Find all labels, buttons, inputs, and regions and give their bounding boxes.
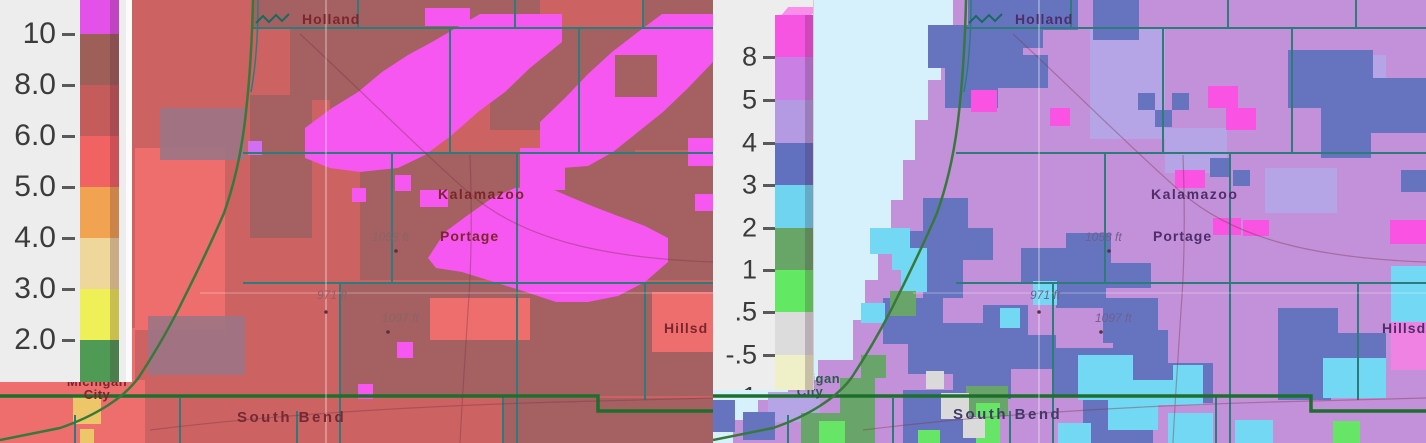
tick-label: 4: [741, 127, 757, 158]
tick-label: 8: [741, 41, 757, 72]
colorbar-segment: [80, 187, 119, 238]
city-label-hillsdale: Hillsd: [664, 320, 709, 336]
cyan-patches: [861, 228, 1426, 443]
city-label-holland: Holland: [1015, 11, 1074, 27]
colorbar-segment: [775, 185, 813, 228]
tick-mark: [62, 237, 75, 240]
colorbar-segment: [80, 136, 119, 187]
colorbar-3d-shade: [805, 15, 813, 390]
tick-label: .5: [734, 296, 757, 327]
tick-label: 5.0: [14, 170, 56, 203]
tick-mark: [62, 339, 75, 342]
tick-label: 1: [741, 254, 757, 285]
tick-label: 3.0: [14, 272, 56, 305]
tick-label: 4.0: [14, 221, 56, 254]
city-label-portage: Portage: [1153, 228, 1213, 244]
yellow-patches: [73, 397, 101, 443]
city-label-hillsdale: Hillsd: [1382, 320, 1426, 336]
gray-patches: [926, 371, 985, 438]
tick-mark: [763, 269, 775, 272]
dark-hole-patch: [615, 55, 657, 97]
city-label-south-bend: South Bend: [953, 406, 1063, 423]
elevation-label-1058: 1058 ft: [372, 230, 409, 244]
tick-mark: [62, 288, 75, 291]
tick-mark: [62, 186, 75, 189]
colorbar: [80, 0, 119, 382]
tick-label: 2: [741, 212, 757, 243]
elevation-label-971: 971 ft: [1030, 288, 1061, 302]
slate-blue-patches: [713, 0, 1426, 443]
colorbar-segment: [775, 270, 813, 312]
city-label-holland: Holland: [302, 11, 361, 27]
colorbar-segment: [775, 15, 813, 57]
colorbar-segment: [80, 238, 119, 289]
city-label-south-bend: South Bend: [237, 409, 347, 426]
elevation-label-1097: 1097 ft: [1095, 311, 1132, 325]
map-canvas-right[interactable]: [713, 0, 1426, 443]
tick-mark: [763, 99, 775, 102]
elevation-label-971: 971 ft: [317, 288, 348, 302]
city-label-portage: Portage: [440, 228, 500, 244]
colorbar-legend-left: 10 8.0 6.0 5.0 4.0 3.0 2.0: [0, 0, 132, 382]
colorbar-segment: [775, 228, 813, 270]
bright-snow-patches: [0, 148, 713, 443]
colorbar-legend-right: 8 5 4 3 2 1 .5 -.5 -1: [713, 0, 813, 390]
tick-label: 10: [22, 17, 56, 50]
colorbar: [775, 15, 813, 390]
tick-mark: [763, 142, 775, 145]
tick-label: 5: [741, 84, 757, 115]
colorbar-segment: [775, 312, 813, 355]
tick-mark: [62, 33, 75, 36]
colorbar-segment: [775, 143, 813, 185]
colorbar-segment: [775, 100, 813, 143]
tick-mark: [763, 311, 775, 314]
tick-label: 2.0: [14, 323, 56, 356]
colorbar-segment: [80, 289, 119, 340]
tick-mark: [763, 56, 775, 59]
pink-patch: [1391, 322, 1426, 370]
magenta-band-patches: [305, 8, 713, 399]
colorbar-segment: [775, 355, 813, 390]
colorbar-segment: [80, 340, 119, 382]
violet-patch: [248, 141, 262, 155]
tick-mark: [62, 84, 75, 87]
tick-label: -1: [713, 382, 757, 391]
snow-map-panel-left: Holland Kalamazoo Portage 1058 ft 971 ft…: [0, 0, 713, 443]
colorbar-segment: [80, 34, 119, 85]
tick-mark: [763, 227, 775, 230]
tick-label: 8.0: [14, 68, 56, 101]
colorbar-segment: [80, 85, 119, 136]
elevation-label-1058: 1058 ft: [1085, 230, 1122, 244]
tick-mark: [62, 135, 75, 138]
city-label-kalamazoo: Kalamazoo: [438, 186, 526, 202]
colorbar-segment: [775, 57, 813, 100]
snow-map-panel-right: Holland Kalamazoo Portage 1058 ft 971 ft…: [713, 0, 1426, 443]
map-canvas-left[interactable]: [0, 0, 713, 443]
tick-label: 3: [741, 169, 757, 200]
city-label-kalamazoo: Kalamazoo: [1151, 186, 1239, 202]
green-patches: [801, 291, 1008, 443]
tick-mark: [763, 354, 775, 357]
elevation-label-1097: 1097 ft: [382, 311, 419, 325]
tick-label: -.5: [725, 339, 757, 370]
colorbar-segment: [80, 0, 119, 34]
tick-label: 6.0: [14, 119, 56, 152]
colorbar-3d-shade: [110, 0, 119, 382]
tick-mark: [763, 184, 775, 187]
